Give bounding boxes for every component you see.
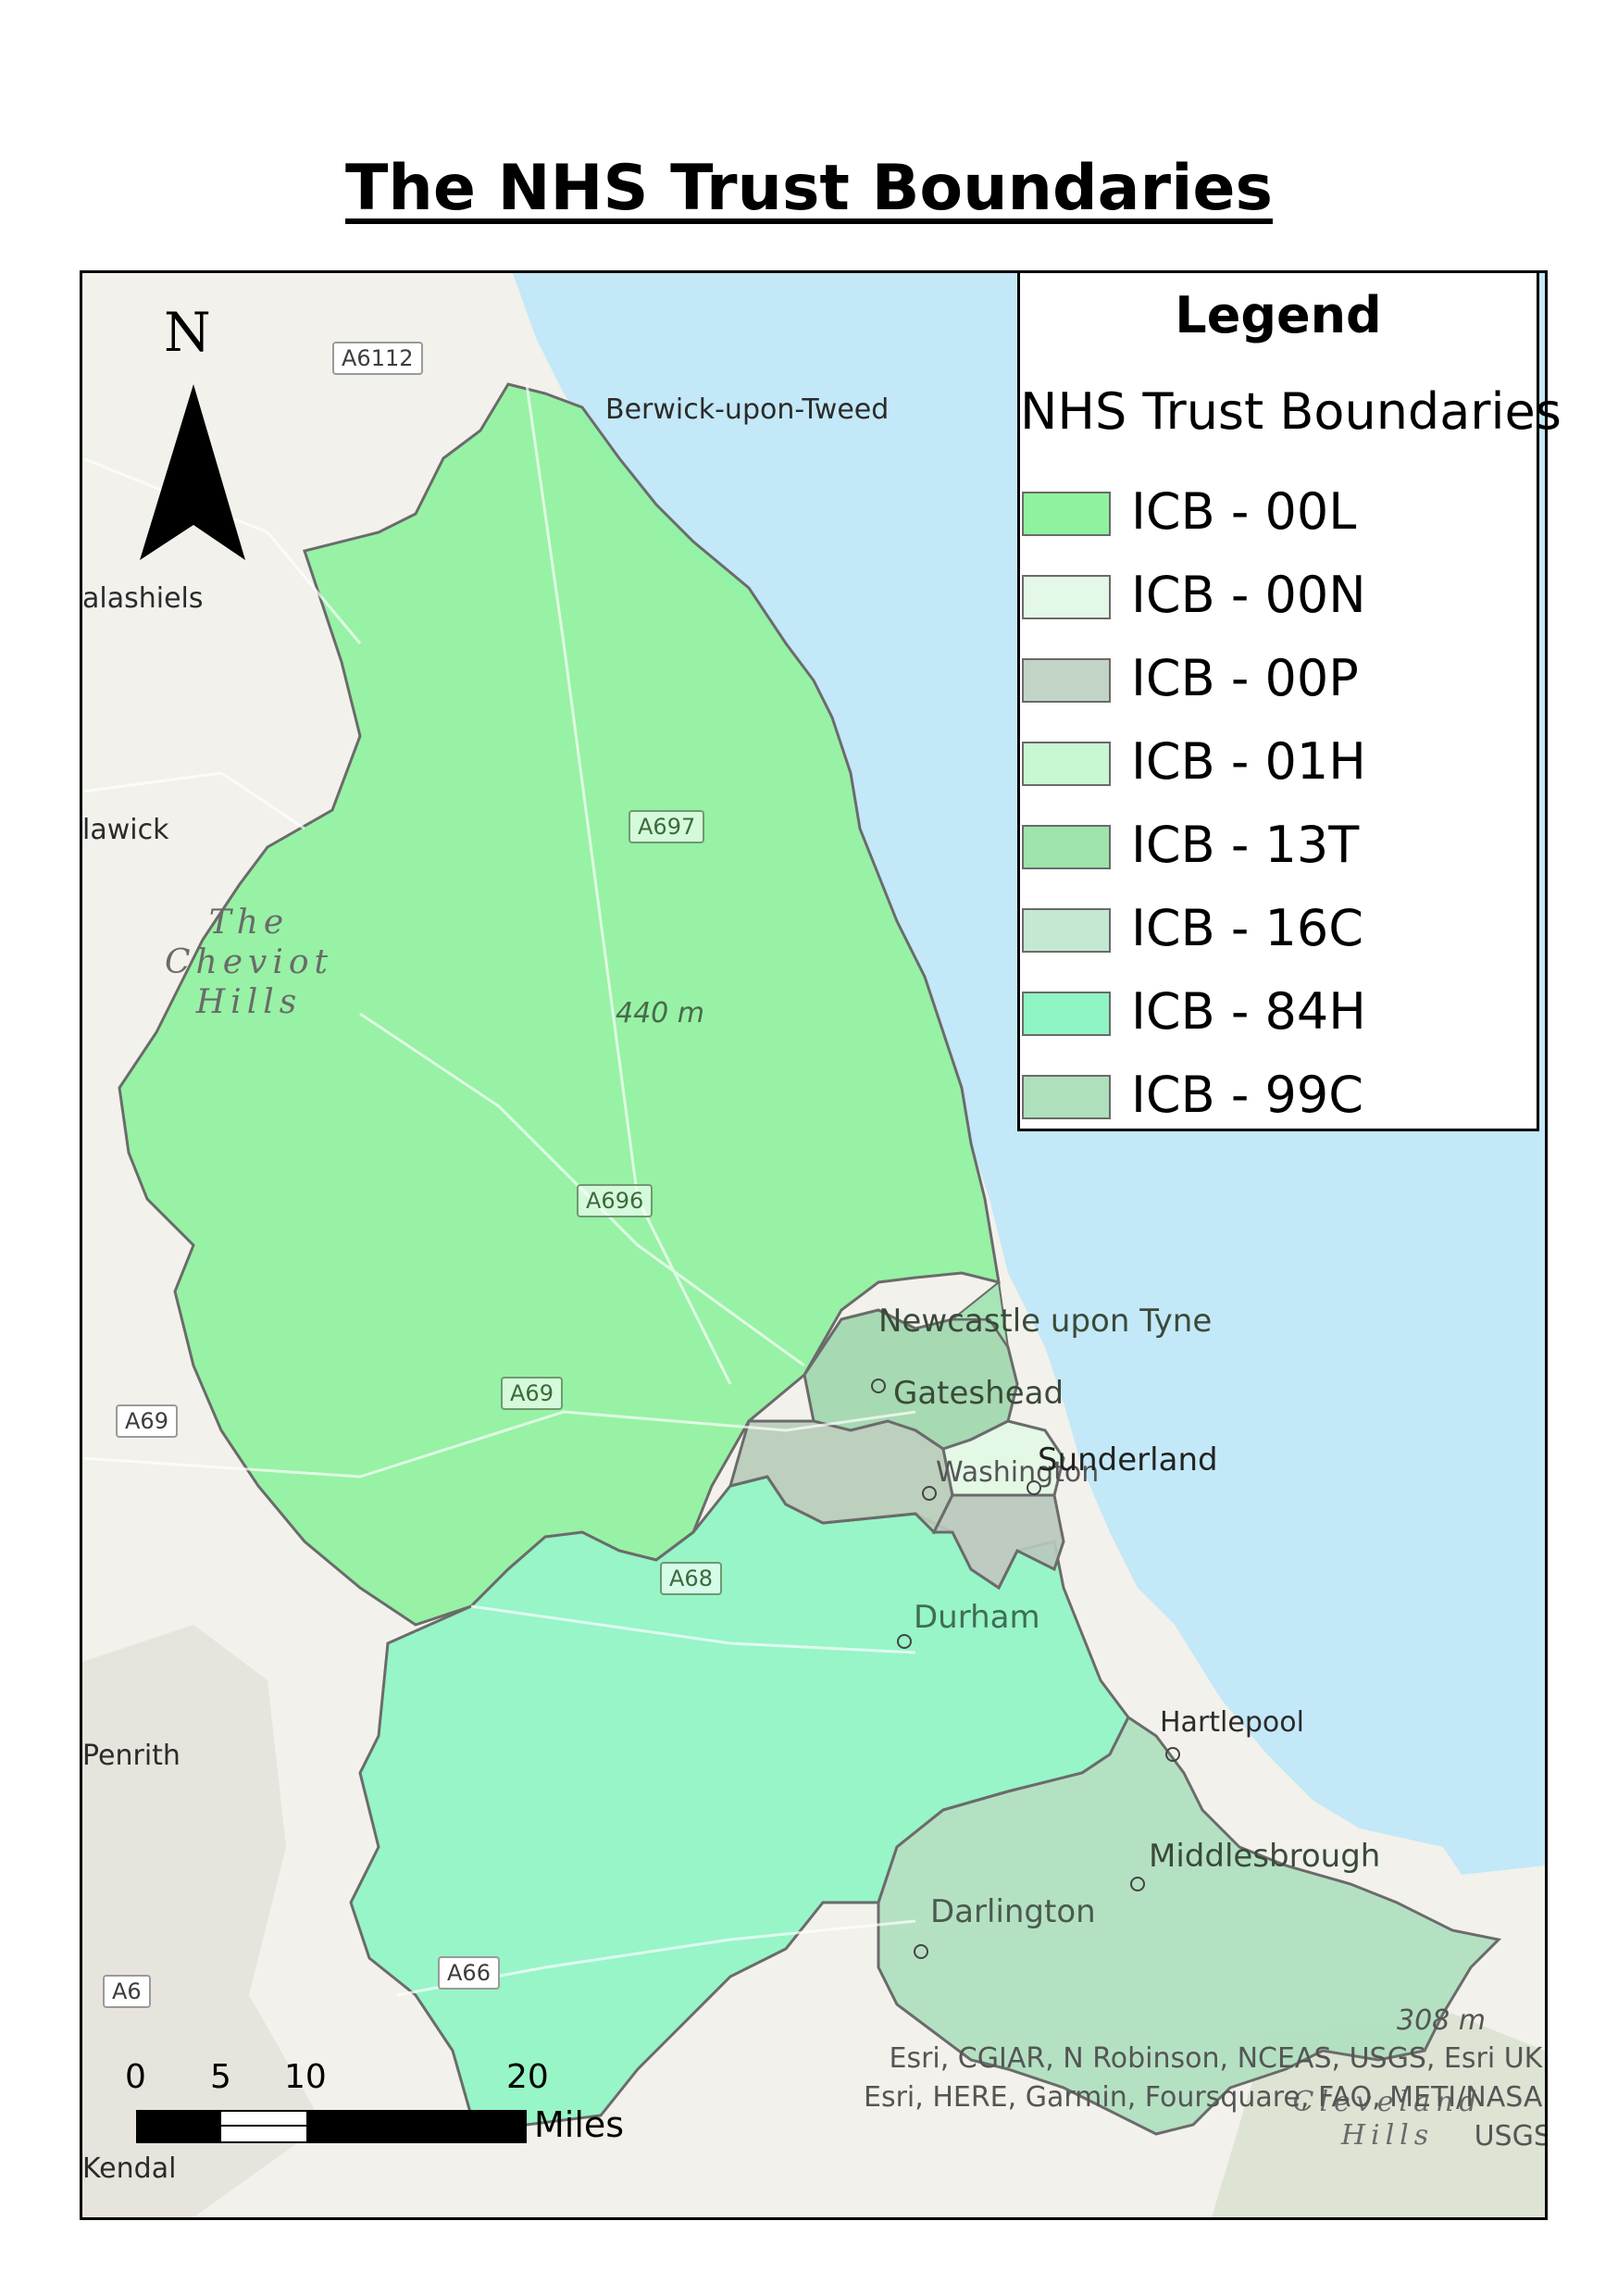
- place-kendal: Kendal: [82, 2152, 177, 2185]
- place-berwick: Berwick-upon-Tweed: [605, 393, 890, 426]
- region-icb-01h[interactable]: [931, 1493, 1065, 1591]
- legend-item-13t[interactable]: ICB - 13T: [1020, 816, 1537, 877]
- legend-item-99c[interactable]: ICB - 99C: [1020, 1066, 1537, 1127]
- legend-label: ICB - 00N: [1131, 566, 1366, 624]
- legend-layer-name: NHS Trust Boundaries: [1020, 382, 1562, 441]
- legend-item-00p[interactable]: ICB - 00P: [1020, 649, 1537, 710]
- place-newcastle: Newcastle upon Tyne: [878, 1303, 1213, 1340]
- place-middlesbrough: Middlesbrough: [1149, 1838, 1381, 1875]
- legend-label: ICB - 13T: [1131, 816, 1360, 874]
- scale-tick-5: 5: [210, 2058, 231, 2096]
- cleveland-line-2: Hills: [1340, 2119, 1435, 2152]
- place-sunderland: Sunderland: [1038, 1441, 1218, 1479]
- cheviot-line-3: Hills: [195, 983, 303, 1022]
- map-title: The NHS Trust Boundaries: [345, 152, 1273, 225]
- north-label: N: [164, 301, 211, 364]
- legend-label: ICB - 00P: [1131, 649, 1359, 707]
- peak-308: 308 m: [1397, 2004, 1487, 2037]
- place-galashiels: alashiels: [82, 582, 204, 615]
- road-a68: A68: [660, 1562, 722, 1595]
- place-penrith: Penrith: [82, 1740, 180, 1772]
- legend-item-00n[interactable]: ICB - 00N: [1020, 566, 1537, 627]
- legend-label: ICB - 00L: [1131, 482, 1357, 541]
- scale-tick-10: 10: [284, 2058, 327, 2096]
- road-a696: A696: [577, 1184, 653, 1217]
- legend-item-01h[interactable]: ICB - 01H: [1020, 732, 1537, 793]
- attribution-line-3: USGS: [1474, 2120, 1548, 2152]
- road-a69-west: A69: [116, 1404, 178, 1438]
- legend-swatch: [1022, 992, 1111, 1036]
- peak-440: 440 m: [616, 997, 705, 1029]
- road-a69-center: A69: [501, 1377, 563, 1410]
- north-arrow-icon: [140, 384, 245, 560]
- legend-swatch: [1022, 492, 1111, 536]
- legend-item-00l[interactable]: ICB - 00L: [1020, 482, 1537, 543]
- legend-item-16c[interactable]: ICB - 16C: [1020, 899, 1537, 960]
- legend-label: ICB - 01H: [1131, 732, 1366, 791]
- attribution-line-2: Esri, HERE, Garmin, Foursquare, FAO, MET…: [864, 2081, 1548, 2114]
- cleveland-hills-label: Cleveland Hills: [1267, 2086, 1508, 2152]
- scale-tick-0: 0: [125, 2058, 146, 2096]
- legend-label: ICB - 99C: [1131, 1066, 1363, 1124]
- legend-swatch: [1022, 1075, 1111, 1119]
- hill-shading: [82, 1625, 323, 2217]
- town-markers: [871, 1379, 1180, 1959]
- place-hartlepool: Hartlepool: [1160, 1706, 1304, 1739]
- cleveland-line-1: Cleveland: [1292, 2086, 1483, 2118]
- place-durham: Durham: [914, 1599, 1040, 1636]
- legend-swatch: [1022, 825, 1111, 869]
- region-icb-16c[interactable]: [877, 1715, 1502, 2136]
- legend-swatch: [1022, 658, 1111, 703]
- scale-unit: Miles: [534, 2104, 625, 2145]
- region-north-tyneside[interactable]: [950, 1280, 1009, 1348]
- place-darlington: Darlington: [930, 1893, 1096, 1930]
- scale-bar: [136, 2110, 527, 2143]
- cheviot-line-2: Cheviot: [164, 943, 334, 982]
- road-a6: A6: [103, 1975, 151, 2008]
- road-a66: A66: [438, 1956, 500, 1990]
- cheviot-hills-label: The Cheviot Hills: [138, 903, 360, 1023]
- legend-swatch: [1022, 742, 1111, 786]
- legend-item-84h[interactable]: ICB - 84H: [1020, 982, 1537, 1043]
- legend-label: ICB - 16C: [1131, 899, 1363, 957]
- road-a6112: A6112: [332, 342, 423, 375]
- legend-swatch: [1022, 575, 1111, 619]
- road-a697: A697: [629, 810, 705, 843]
- place-washington: Washington: [936, 1456, 1100, 1489]
- legend-panel: Legend NHS Trust Boundaries ICB - 00L IC…: [1017, 270, 1562, 1131]
- cheviot-line-1: The: [208, 904, 290, 942]
- legend-label: ICB - 84H: [1131, 982, 1366, 1041]
- place-hawick: lawick: [82, 814, 169, 846]
- place-gateshead: Gateshead: [893, 1375, 1064, 1412]
- attribution: Esri, CGIAR, N Robinson, NCEAS, USGS, Es…: [864, 2040, 1548, 2156]
- scale-tick-20: 20: [506, 2058, 549, 2096]
- legend-title: Legend: [1175, 286, 1382, 344]
- legend-swatch: [1022, 908, 1111, 953]
- attribution-line-1: Esri, CGIAR, N Robinson, NCEAS, USGS, Es…: [889, 2042, 1548, 2075]
